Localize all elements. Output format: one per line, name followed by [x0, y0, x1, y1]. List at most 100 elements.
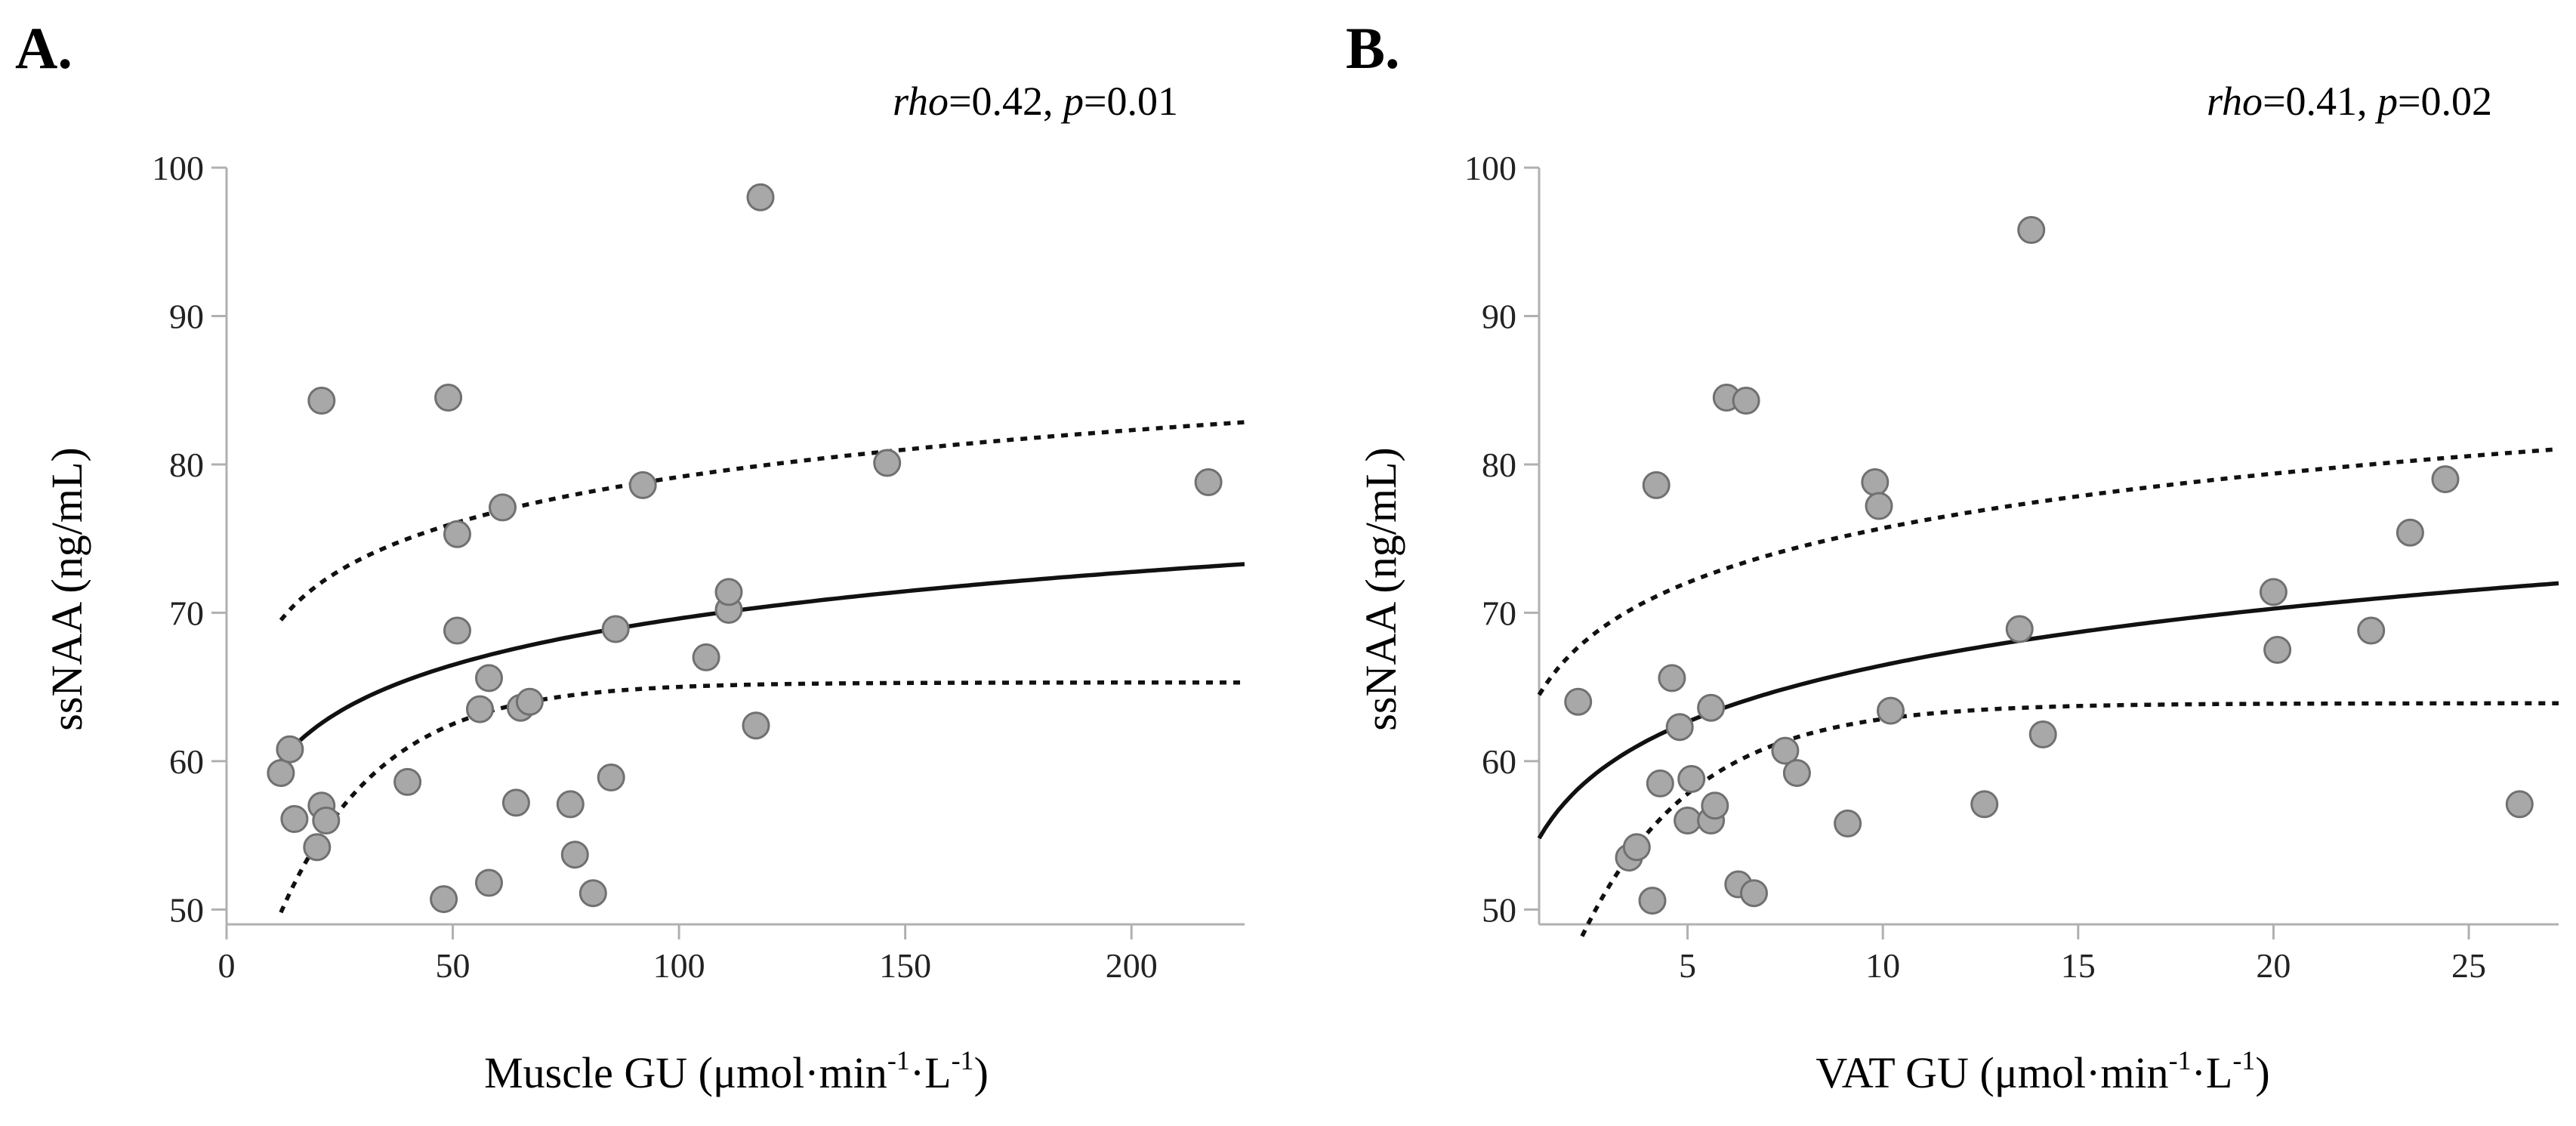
panel-a-data-point [692, 643, 720, 671]
panel-a-data-point [560, 841, 589, 869]
panel-b-x-tick-label: 15 [2061, 946, 2096, 985]
panel-b-data-point [2263, 636, 2292, 664]
panel-a-data-point [597, 764, 625, 791]
panel-a-x-tick-label: 50 [436, 946, 470, 985]
panel-a-y-tick-label: 60 [169, 742, 204, 781]
panel-b-data-point [1701, 791, 1729, 820]
panel-a-y-tick-label: 100 [152, 149, 204, 187]
panel-b-data-point [2357, 616, 2386, 645]
panel-a-data-point [466, 695, 494, 723]
panel-b-y-tick-label: 70 [1482, 594, 1516, 632]
panel-a-data-point [303, 833, 332, 862]
panel-a-data-point [434, 384, 463, 412]
panel-a-fit-curve [279, 562, 1245, 763]
panel-b-data-point [1622, 833, 1651, 862]
panel-b-data-point [1564, 687, 1593, 716]
panel-b-x-tick-label: 10 [1865, 946, 1900, 985]
panel-a-y-tick-label: 80 [169, 446, 204, 484]
panel-b-x-tick-label: 20 [2256, 946, 2291, 985]
panel-b-y-tick-label: 100 [1464, 149, 1516, 187]
panel-b-data-point [1665, 713, 1694, 742]
panel-b-data-point [2005, 615, 2034, 643]
panel-a-data-point [475, 664, 503, 693]
panel-b-data-point [1642, 470, 1671, 499]
panel-a-data-point [1194, 468, 1223, 496]
panel-a-points [267, 183, 1223, 914]
panel-a-upper-confidence-curve [279, 420, 1245, 622]
panel-a-data-point [714, 578, 743, 606]
panel-a-y-axis-title: ssNAA (ng/mL) [42, 447, 91, 730]
panel-b-data-point [1638, 887, 1667, 915]
panel-a-y-tick-label: 70 [169, 594, 204, 632]
panel-b-lower-confidence-curve [1580, 701, 2559, 937]
panel-b-x-axis-title: VAT GU (μmol·min-1·L-1) [1816, 1045, 2269, 1097]
panel-a-data-point [578, 879, 607, 908]
panel-b: B. rho=0.41, p=0.02 ssNAA (ng/mL) VAT GU… [1346, 15, 2559, 1097]
panel-a-data-point [430, 885, 458, 914]
panel-b-fit-curve [1537, 581, 2559, 840]
panel-a-data-point [307, 387, 336, 415]
panel-b-data-point [1732, 387, 1760, 415]
panel-a-data-point [276, 735, 304, 764]
panel-b-y-tick-label: 50 [1482, 890, 1516, 929]
panel-a-statistics: rho=0.42, p=0.01 [893, 79, 1178, 124]
panel-b-y-axis-title: ssNAA (ng/mL) [1356, 447, 1405, 730]
panel-b-data-point [1861, 468, 1890, 496]
panel-a-x-axis-title: Muscle GU (μmol·min-1·L-1) [484, 1045, 989, 1097]
panel-b-data-point [1697, 693, 1726, 722]
panel-a-curves [279, 420, 1245, 914]
panel-b-data-point [1677, 765, 1706, 793]
panel-a-data-point [873, 449, 902, 477]
panel-a-data-point [489, 493, 517, 522]
panel-a: A. rho=0.42, p=0.01 ssNAA (ng/mL) Muscle… [15, 15, 1245, 1097]
panel-a-x-tick-label: 100 [653, 946, 705, 985]
panel-b-data-point [1782, 759, 1811, 788]
panel-a-axes: 50 60 70 80 90 100 0 50 100 150 200 [152, 149, 1245, 985]
panel-b-data-point [2431, 465, 2460, 494]
panel-b-data-point [1970, 790, 1999, 819]
panel-b-x-tick-label: 5 [1679, 946, 1696, 985]
panel-b-data-point [1865, 492, 1893, 520]
panel-a-data-point [475, 868, 503, 897]
panel-a-label: A. [15, 15, 72, 81]
panel-a-data-point [601, 615, 630, 643]
panel-b-statistics: rho=0.41, p=0.02 [2207, 79, 2492, 124]
panel-b-data-point [1834, 809, 1862, 838]
panel-a-y-tick-label: 50 [169, 890, 204, 929]
panel-a-data-point [742, 711, 770, 740]
panel-b-points [1564, 216, 2534, 915]
panel-b-data-point [1674, 807, 1702, 834]
panel-b-data-point [1740, 879, 1768, 908]
panel-b-data-point [2396, 518, 2424, 547]
panel-a-data-point [628, 470, 657, 499]
panel-a-data-point [280, 805, 309, 833]
panel-a-data-point [556, 790, 585, 819]
panel-a-data-point [501, 788, 530, 817]
panel-a-x-tick-label: 0 [218, 946, 236, 985]
panel-b-data-point [2017, 216, 2046, 244]
panel-b-data-point [2028, 720, 2057, 748]
panel-b-upper-confidence-curve [1537, 447, 2559, 696]
panel-a-data-point [393, 767, 422, 796]
panel-a-x-tick-label: 150 [879, 946, 931, 985]
panel-b-data-point [1658, 664, 1686, 693]
panel-b-x-tick-label: 25 [2451, 946, 2486, 985]
panel-a-data-point [515, 687, 544, 716]
panel-b-data-point [1877, 696, 1905, 725]
panel-b-label: B. [1346, 15, 1400, 81]
panel-b-data-point [1646, 769, 1674, 797]
panel-a-data-point [746, 183, 775, 211]
panel-b-y-tick-label: 90 [1482, 297, 1516, 335]
panel-b-y-tick-label: 80 [1482, 446, 1516, 484]
panel-a-data-point [267, 759, 295, 788]
panel-a-data-point [443, 520, 471, 548]
panel-a-lower-confidence-curve [279, 680, 1245, 914]
panel-b-data-point [2505, 790, 2534, 819]
panel-a-x-tick-label: 200 [1106, 946, 1158, 985]
panel-a-data-point [443, 616, 471, 645]
panel-b-data-point [2259, 578, 2288, 606]
panel-b-axes: 50 60 70 80 90 100 5 10 15 20 25 [1464, 149, 2559, 985]
panel-a-data-point [312, 807, 341, 834]
panel-a-y-tick-label: 90 [169, 297, 204, 335]
